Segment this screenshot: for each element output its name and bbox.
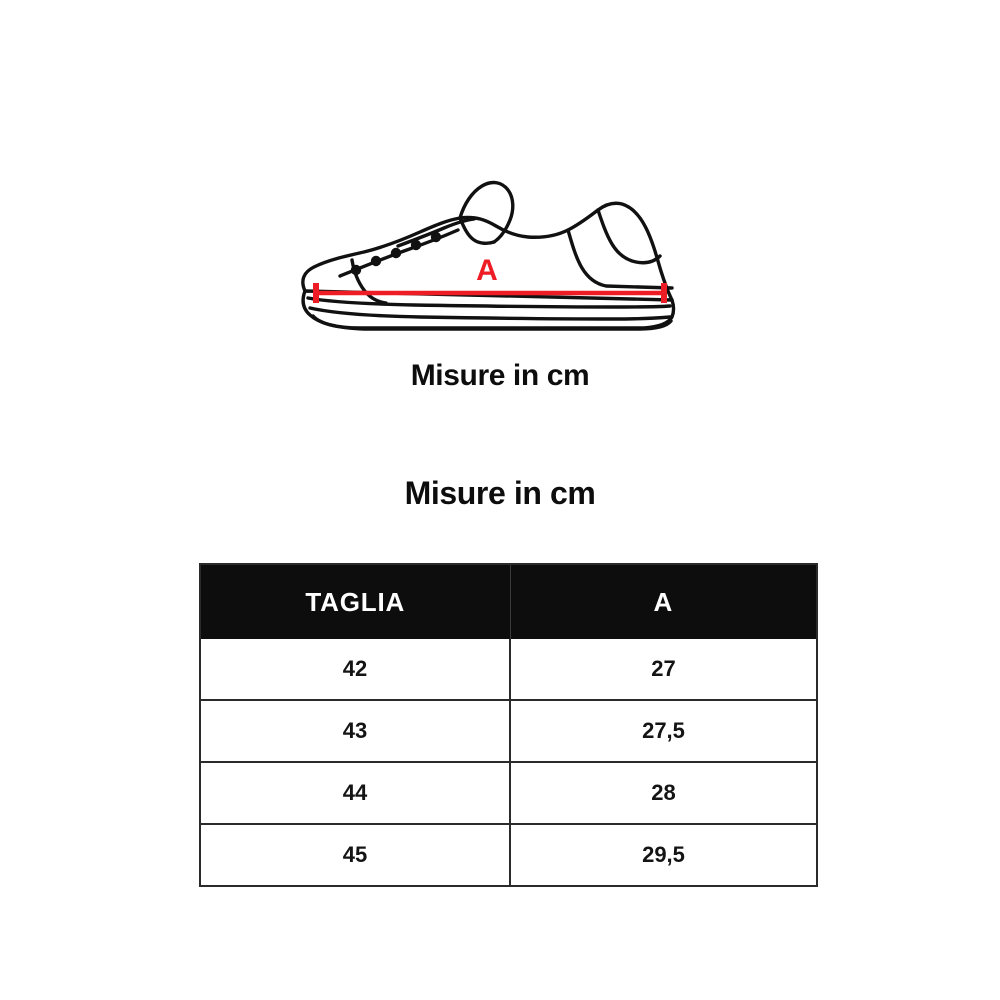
size-table: TAGLIA A 42 27 43 27,5 44 28 45 (199, 563, 818, 887)
size-table-body: 42 27 43 27,5 44 28 45 29,5 (199, 639, 818, 887)
cell-size: 42 (199, 639, 511, 701)
column-header-a: A (510, 564, 817, 639)
sneaker-outline-group (301, 180, 676, 331)
cell-size: 43 (199, 699, 511, 763)
caption-misure-in-cm: Misure in cm (410, 359, 590, 392)
cell-measure-a: 28 (509, 761, 818, 825)
cell-size: 44 (199, 761, 511, 825)
cell-measure-a: 27,5 (509, 699, 818, 763)
table-row: 44 28 (199, 761, 818, 825)
table-row: 43 27,5 (199, 699, 818, 763)
size-table-header: TAGLIA A (200, 564, 817, 639)
sneaker-diagram-svg: A (301, 180, 676, 331)
table-header-row: TAGLIA A (200, 564, 817, 639)
cell-measure-a: 29,5 (509, 823, 818, 887)
measurement-line-a (313, 283, 667, 303)
sneaker-diagram: A (280, 160, 700, 360)
table-row: 45 29,5 (199, 823, 818, 887)
lace-eyelets (350, 231, 442, 276)
measure-label-a: A (476, 254, 498, 287)
table-row: 42 27 (199, 639, 818, 701)
cell-measure-a: 27 (509, 639, 818, 701)
cell-size: 45 (199, 823, 511, 887)
size-table-container: TAGLIA A 42 27 43 27,5 44 28 45 (199, 563, 818, 887)
section-heading-misure-in-cm: Misure in cm (404, 475, 596, 511)
column-header-taglia: TAGLIA (200, 564, 511, 639)
